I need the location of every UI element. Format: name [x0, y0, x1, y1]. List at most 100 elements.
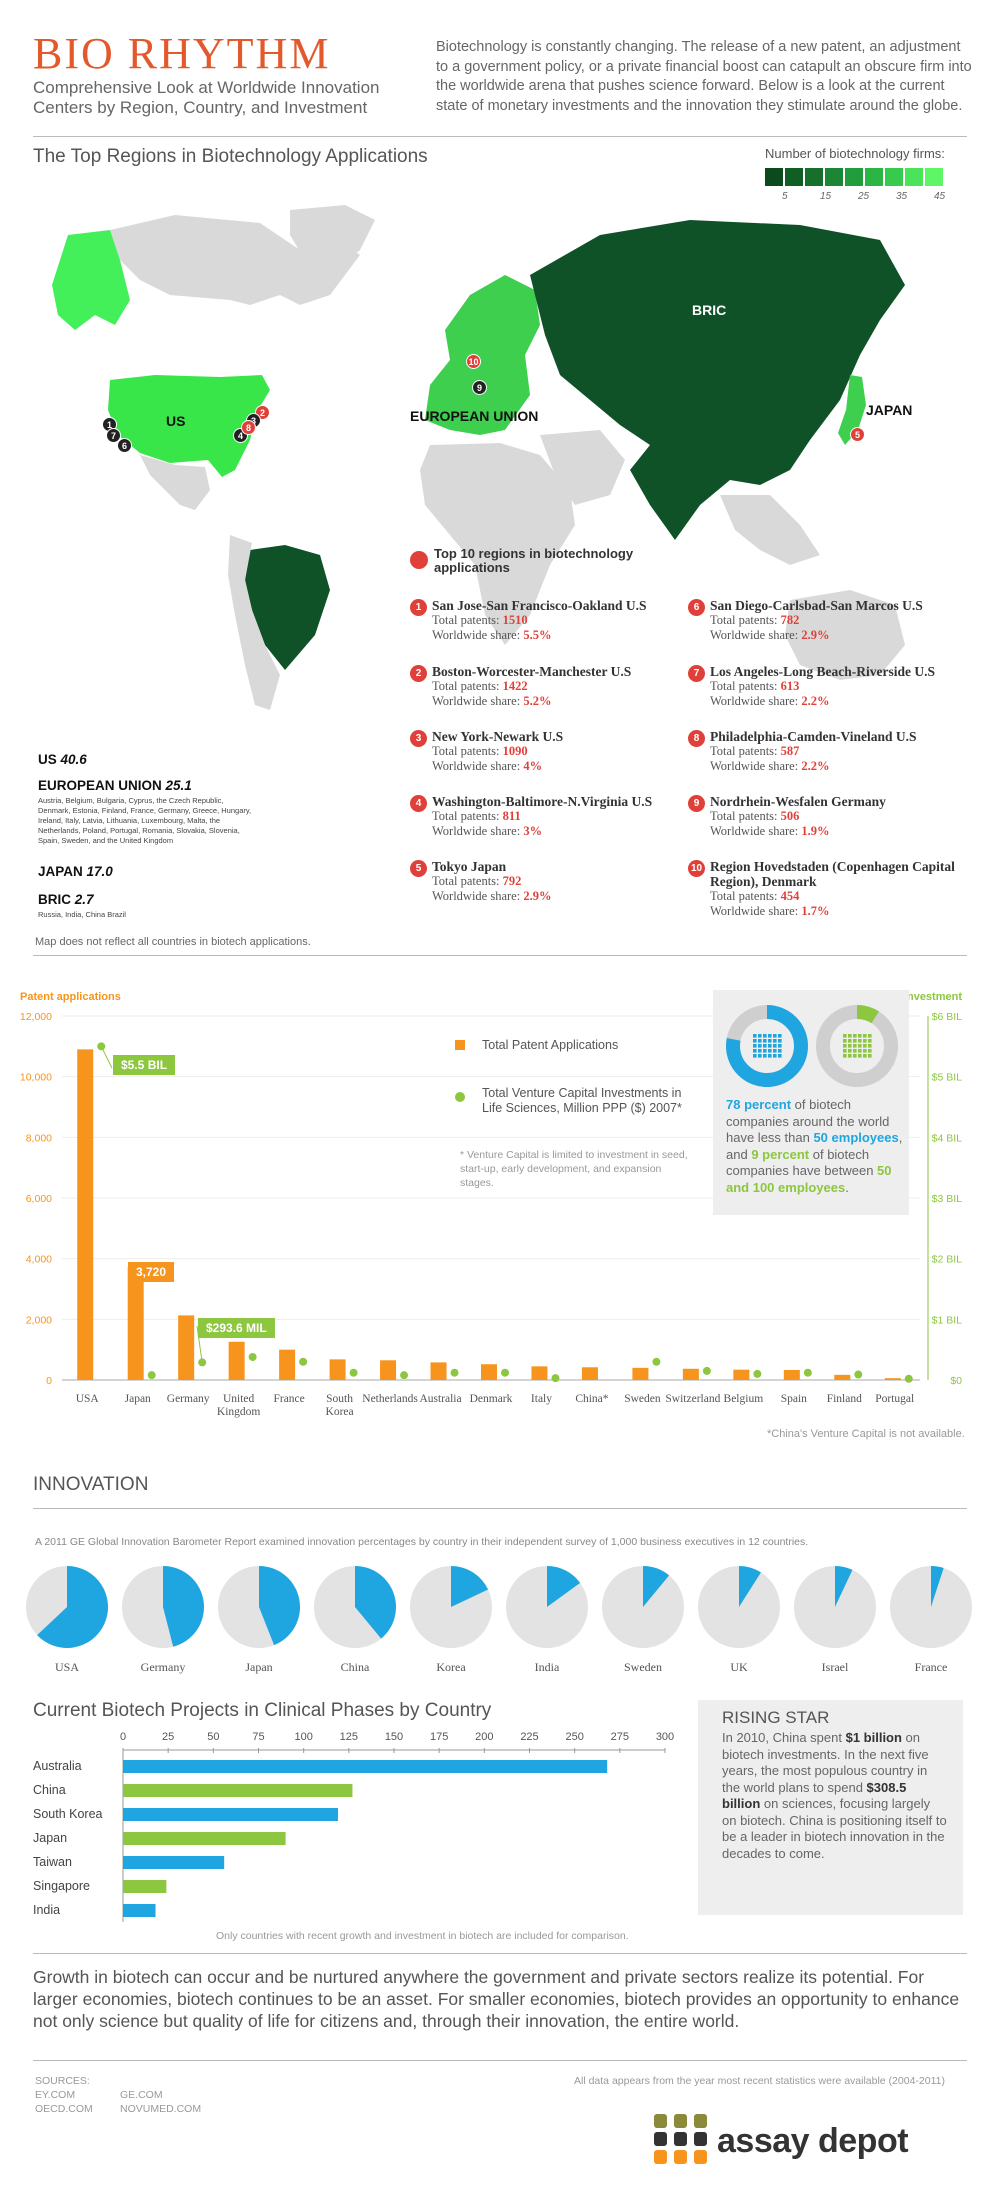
donut-figure — [763, 1049, 767, 1053]
top10-patents: Total patents: 792 — [432, 874, 522, 888]
x-tick-label: 225 — [520, 1731, 538, 1743]
patent-bar — [581, 1367, 598, 1380]
vc-point — [198, 1358, 207, 1367]
pie-label: India — [534, 1660, 560, 1674]
donut-figure — [843, 1049, 847, 1053]
vc-point — [702, 1366, 711, 1375]
pie-label: Israel — [821, 1660, 849, 1674]
clinical-bar — [123, 1904, 156, 1917]
region-share-value: 17.0 — [86, 864, 113, 879]
top10-patents: Total patents: 587 — [710, 744, 800, 758]
emp-text-c: of biotech companies have between — [726, 1146, 878, 1179]
firms-legend-tick: 45 — [934, 191, 946, 202]
top10-share: Worldwide share: 5.2% — [432, 694, 552, 708]
donut-figure — [778, 1054, 782, 1058]
y2-tick-label: $2 BIL — [932, 1254, 963, 1266]
innovation-pie-item: France — [886, 1565, 976, 1675]
emp-50-employees: 50 employees — [813, 1130, 899, 1145]
patent-bar — [380, 1360, 397, 1380]
clinical-bar — [123, 1808, 338, 1821]
map-pin-5: 5 — [850, 427, 865, 442]
top10-share-value: 2.9% — [801, 628, 830, 642]
legend-item-vc: Total Venture Capital Investments in Lif… — [455, 1086, 705, 1126]
map-brazil — [245, 545, 330, 670]
divider — [33, 2060, 967, 2061]
donut-figure — [753, 1049, 757, 1053]
top10-patents: Total patents: 506 — [710, 809, 800, 823]
clinical-bar — [123, 1832, 286, 1845]
top10-patents-value: 613 — [780, 679, 800, 693]
patent-bar — [531, 1366, 548, 1380]
firms-legend-swatch — [885, 168, 903, 186]
innovation-pie — [602, 1566, 684, 1648]
top10-item: 1 San Jose-San Francisco-Oakland U.S Total… — [410, 598, 700, 643]
innovation-pie-item: Korea — [406, 1565, 496, 1675]
y-axis-title: Patent applications — [20, 991, 121, 1003]
x-tick-label: Denmark — [470, 1393, 513, 1405]
top10-number: 2 — [410, 665, 427, 682]
top10-patents: Total patents: 782 — [710, 613, 800, 627]
donut-figure — [768, 1044, 772, 1048]
top10-patents: Total patents: 454 — [710, 889, 800, 903]
map-australia — [785, 590, 905, 680]
rising-text-c: on sciences, focusing largely on biotech… — [722, 1796, 947, 1861]
rising-star-text: In 2010, China spent $1 billion on biote… — [722, 1730, 947, 1862]
innovation-pie-item: Sweden — [598, 1565, 688, 1675]
donut-figure — [773, 1044, 777, 1048]
top10-item: 5 Tokyo Japan Total patents: 792 Worldwide … — [410, 859, 700, 904]
top10-name: San Diego-Carlsbad-San Marcos U.S — [710, 598, 923, 613]
innovation-pie — [506, 1566, 588, 1648]
region-share-value: 25.1 — [165, 778, 192, 793]
clinical-chart: 0 25 50 75 100 125 150 175 200 225 250 275 300 Austra… — [33, 1731, 674, 1922]
donut-figure — [848, 1039, 852, 1043]
donut-figure — [768, 1049, 772, 1053]
source-ge[interactable]: GE.COM — [120, 2089, 163, 2101]
donut-figure — [848, 1044, 852, 1048]
sources-label: SOURCES: — [35, 2075, 90, 2087]
donut-figure — [853, 1039, 857, 1043]
top10-share-value: 4% — [523, 759, 543, 773]
innovation-pie — [890, 1566, 972, 1648]
callout-japan-patents: 3,720 — [128, 1262, 175, 1282]
pie-slice — [739, 1566, 761, 1607]
donut-figure — [758, 1034, 762, 1038]
vc-point — [551, 1374, 560, 1383]
y-tick-label: 4,000 — [26, 1254, 52, 1266]
map-section-title: The Top Regions in Biotechnology Applica… — [33, 146, 428, 167]
x-tick-label: Belgium — [724, 1393, 764, 1405]
y2-tick-label: $0 — [950, 1375, 962, 1387]
x-tick-label: Sweden — [624, 1393, 661, 1405]
bar-label: India — [33, 1903, 60, 1917]
firms-legend-swatch — [905, 168, 923, 186]
x-tick-label: 300 — [656, 1731, 674, 1743]
donut-figure — [863, 1034, 867, 1038]
innovation-pie-item: Israel — [790, 1565, 880, 1675]
innovation-pie-item: UK — [694, 1565, 784, 1675]
y-tick-label: 2,000 — [26, 1314, 52, 1326]
donut-78-percent — [726, 1005, 808, 1087]
top10-share-value: 2.2% — [801, 694, 830, 708]
source-ey[interactable]: EY.COM — [35, 2089, 76, 2101]
data-note: All data appears from the year most rece… — [574, 2075, 945, 2087]
source-novumed[interactable]: NOVUMED.COM — [120, 2103, 202, 2115]
top10-patents-value: 506 — [780, 809, 800, 823]
bar-label: Taiwan — [33, 1855, 72, 1869]
top10-name: Tokyo Japan — [432, 859, 507, 874]
innovation-pie — [218, 1566, 300, 1648]
donut-figure — [763, 1044, 767, 1048]
donut-figure — [773, 1034, 777, 1038]
pie-slice — [547, 1566, 581, 1607]
donut-figure — [858, 1039, 862, 1043]
top10-share: Worldwide share: 4% — [432, 759, 543, 773]
top10-item: 8 Philadelphia-Camden-Vineland U.S Total p… — [688, 729, 978, 774]
region-share-countries: Austria, Belgium, Bulgaria, Cyprus, the … — [38, 796, 252, 845]
top10-number: 10 — [688, 860, 705, 877]
top10-item: 10 Region Hovedstaden (Copenhagen Capital… — [688, 859, 978, 919]
firms-legend-swatch — [845, 168, 863, 186]
donut-figure — [868, 1049, 872, 1053]
region-label-eu: EUROPEAN UNION — [410, 408, 539, 424]
map-middle-east — [540, 430, 625, 505]
map-japan — [838, 375, 866, 445]
source-oecd[interactable]: OECD.COM — [35, 2103, 93, 2115]
intro-paragraph: Biotechnology is constantly changing. Th… — [436, 39, 972, 114]
